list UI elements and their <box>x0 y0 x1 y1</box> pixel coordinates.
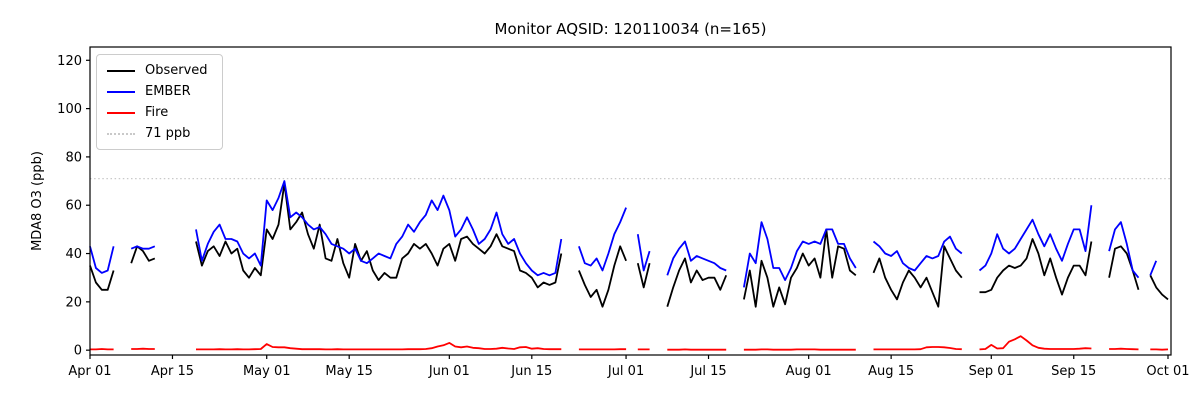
x-tick-label: May 15 <box>325 364 373 379</box>
x-tick-label: Apr 15 <box>151 364 194 379</box>
legend-item-observed: Observed <box>107 63 208 78</box>
y-tick-label: 100 <box>57 102 82 117</box>
legend-label-threshold: 71 ppb <box>145 126 191 141</box>
legend-label-fire: Fire <box>145 105 169 120</box>
x-tick-label: Apr 01 <box>68 364 111 379</box>
x-tick-label: Aug 01 <box>786 364 832 379</box>
legend: Observed EMBER Fire 71 ppb <box>96 54 223 150</box>
x-tick-label: Jun 01 <box>428 364 470 379</box>
legend-label-observed: Observed <box>145 63 208 78</box>
y-axis-label: MDA8 O3 (ppb) <box>30 151 45 251</box>
legend-label-ember: EMBER <box>145 84 191 99</box>
legend-item-ember: EMBER <box>107 84 208 99</box>
x-tick-label: Oct 01 <box>1146 364 1189 379</box>
x-tick-label: Sep 01 <box>969 364 1014 379</box>
series-fire <box>90 335 1169 351</box>
series-ember <box>89 180 1158 288</box>
legend-line-ember-icon <box>107 90 135 93</box>
legend-line-fire-icon <box>107 111 135 114</box>
y-tick-label: 40 <box>65 247 82 262</box>
legend-line-threshold-icon <box>107 132 135 135</box>
y-tick-label: 0 <box>74 344 82 359</box>
plot-frame <box>89 46 1172 356</box>
series-observed <box>89 182 1169 308</box>
legend-item-threshold: 71 ppb <box>107 126 208 141</box>
x-tick-label: Aug 15 <box>868 364 914 379</box>
y-tick-label: 120 <box>57 54 82 69</box>
legend-line-observed-icon <box>107 69 135 72</box>
x-tick-label: Jul 01 <box>607 364 644 379</box>
x-tick-label: Sep 15 <box>1051 364 1096 379</box>
x-tick-label: Jul 15 <box>689 364 726 379</box>
y-tick-label: 60 <box>65 199 82 214</box>
chart-title: Monitor AQSID: 120110034 (n=165) <box>494 20 767 38</box>
x-tick-label: Jun 15 <box>510 364 552 379</box>
legend-item-fire: Fire <box>107 105 208 120</box>
y-tick-label: 80 <box>65 150 82 165</box>
y-tick-label: 20 <box>65 295 82 310</box>
x-tick-label: May 01 <box>243 364 291 379</box>
